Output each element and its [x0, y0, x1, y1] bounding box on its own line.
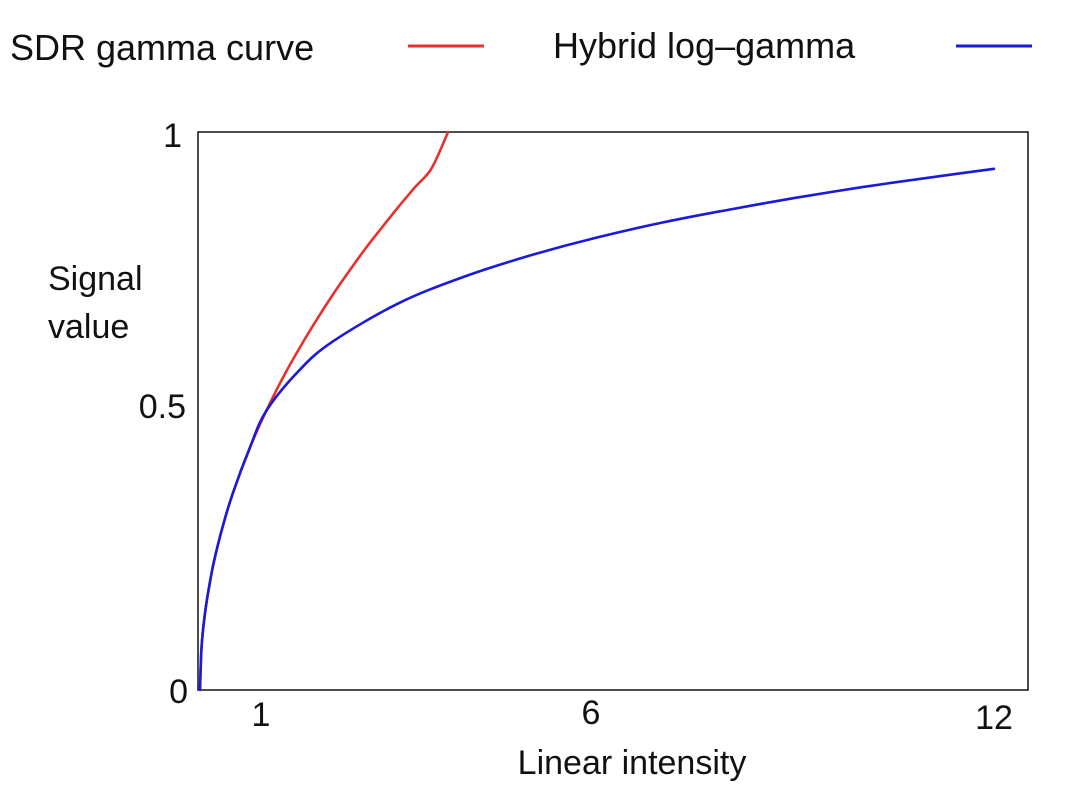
- x-axis-label: Linear intensity: [518, 744, 747, 782]
- x-tick-label-1: 1: [252, 696, 271, 734]
- series-layer: [198, 130, 996, 692]
- x-tick-label-12: 12: [975, 699, 1013, 737]
- series-line-sdr-gamma: [198, 130, 450, 692]
- legend: SDR gamma curve Hybrid log–gamma: [10, 25, 1032, 68]
- y-axis-label: Signal value: [48, 260, 143, 346]
- y-tick-label-1: 1: [163, 117, 182, 155]
- y-tick-label-0: 0: [169, 673, 188, 711]
- y-tick-labels: 1 0.5 0: [139, 117, 188, 711]
- y-axis-label-line-1: Signal: [48, 260, 143, 298]
- series-line-hybrid-log-gamma: [198, 167, 996, 692]
- x-tick-label-6: 6: [582, 694, 601, 732]
- y-tick-label-0-5: 0.5: [139, 388, 186, 426]
- legend-label-hlg: Hybrid log–gamma: [553, 25, 856, 66]
- legend-label-sdr: SDR gamma curve: [10, 27, 314, 68]
- y-axis-label-line-2: value: [48, 308, 129, 346]
- plot-frame: [197, 131, 1029, 691]
- x-tick-labels: 1 6 12: [252, 694, 1013, 737]
